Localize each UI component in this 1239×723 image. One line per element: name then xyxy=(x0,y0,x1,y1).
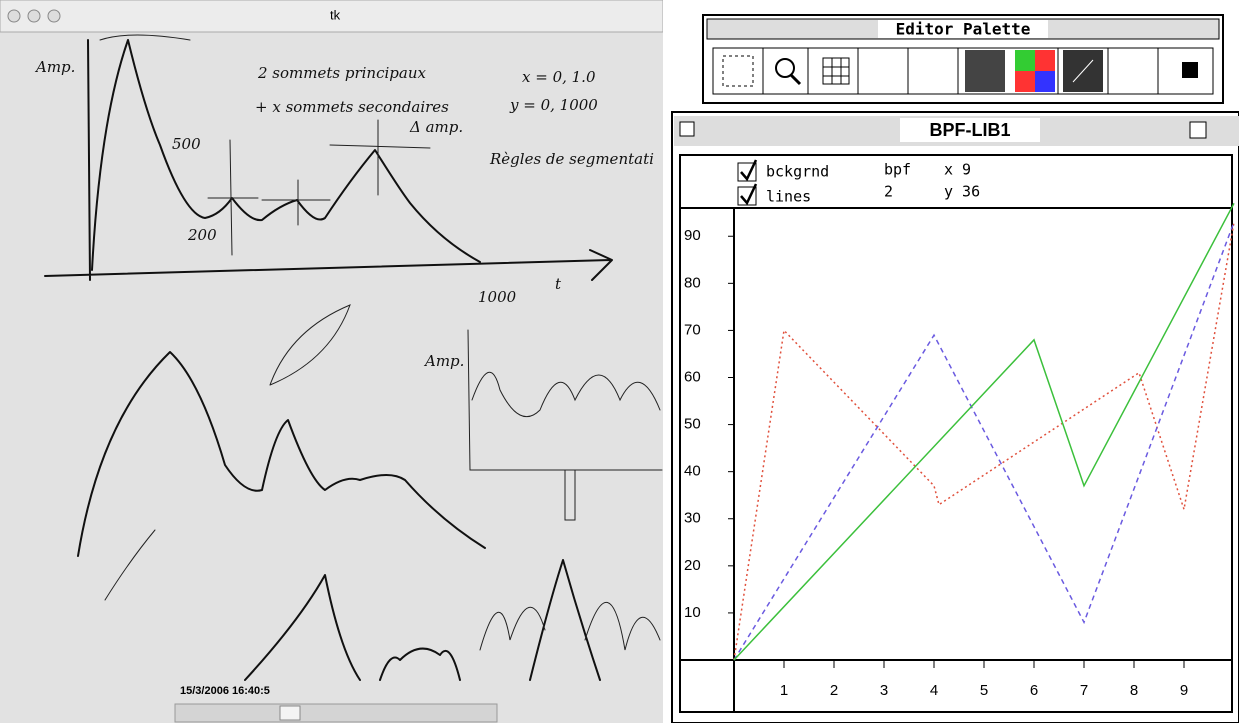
minimize-button[interactable] xyxy=(27,9,41,23)
note: Amp. xyxy=(34,58,75,76)
y-tick-label: 50 xyxy=(684,416,701,433)
y-tick-label: 80 xyxy=(684,274,701,291)
note: t xyxy=(555,275,562,293)
palette-title: Editor Palette xyxy=(896,20,1031,39)
note: Δ amp. xyxy=(409,118,463,136)
sketch xyxy=(44,34,663,681)
x-tick-label: 7 xyxy=(1080,682,1088,699)
info: y 36 xyxy=(944,183,980,201)
plot: 1 2 3 4 5 6 7 8 9 10 20 30 40 50 60 70 80 90 xyxy=(684,202,1235,699)
note: 2 sommets principaux xyxy=(257,64,426,82)
info: x 9 xyxy=(944,161,971,179)
y-tick-label: 10 xyxy=(684,604,701,621)
note: 500 xyxy=(172,135,201,153)
bpf-line xyxy=(733,202,1235,661)
y-tick-label: 60 xyxy=(684,368,701,385)
y-tick-label: 40 xyxy=(684,463,701,480)
note: y = 0, 1000 xyxy=(509,96,598,114)
checkmark xyxy=(740,159,758,206)
note: 1000 xyxy=(478,288,517,306)
close-box[interactable] xyxy=(679,121,695,137)
y-tick-label: 70 xyxy=(684,321,701,338)
title-bg xyxy=(900,118,1040,142)
bpf-title: BPF-LIB1 xyxy=(930,120,1011,140)
x-tick-label: 9 xyxy=(1180,682,1188,699)
zoom-button[interactable] xyxy=(47,9,61,23)
x-tick-label: 4 xyxy=(930,682,938,699)
checkbox-label: lines xyxy=(766,188,811,206)
window-title: tk xyxy=(330,7,341,22)
axis-frame xyxy=(680,207,1232,712)
x-tick-label: 1 xyxy=(780,682,788,699)
note: Règles de segmentati xyxy=(489,150,654,168)
note: x = 0, 1.0 xyxy=(522,68,596,86)
timestamp: 15/3/2006 16:40:5 xyxy=(180,685,270,697)
info: bpf xyxy=(884,161,911,179)
x-tick-label: 5 xyxy=(980,682,988,699)
note: + x sommets secondaires xyxy=(255,98,449,116)
bpf-line xyxy=(733,221,1235,661)
x-tick-label: 3 xyxy=(880,682,888,699)
x-tick-label: 6 xyxy=(1030,682,1038,699)
note: 200 xyxy=(187,226,217,244)
palette-tools[interactable] xyxy=(712,47,1214,95)
close-button[interactable] xyxy=(7,9,21,23)
tk-titlebar xyxy=(0,0,664,33)
x-tick-label: 8 xyxy=(1130,682,1138,699)
y-tick-label: 20 xyxy=(684,557,701,574)
zoom-box[interactable] xyxy=(1189,121,1207,139)
scrollbar[interactable] xyxy=(174,703,498,723)
y-tick-label: 30 xyxy=(684,510,701,527)
title-bg xyxy=(878,20,1048,38)
x-tick-label: 2 xyxy=(830,682,838,699)
y-tick-label: 90 xyxy=(684,227,701,244)
checkbox-label: bckgrnd xyxy=(766,163,829,181)
scroll-thumb[interactable] xyxy=(279,705,301,721)
info: 2 xyxy=(884,183,893,201)
note: Amp. xyxy=(423,352,464,370)
